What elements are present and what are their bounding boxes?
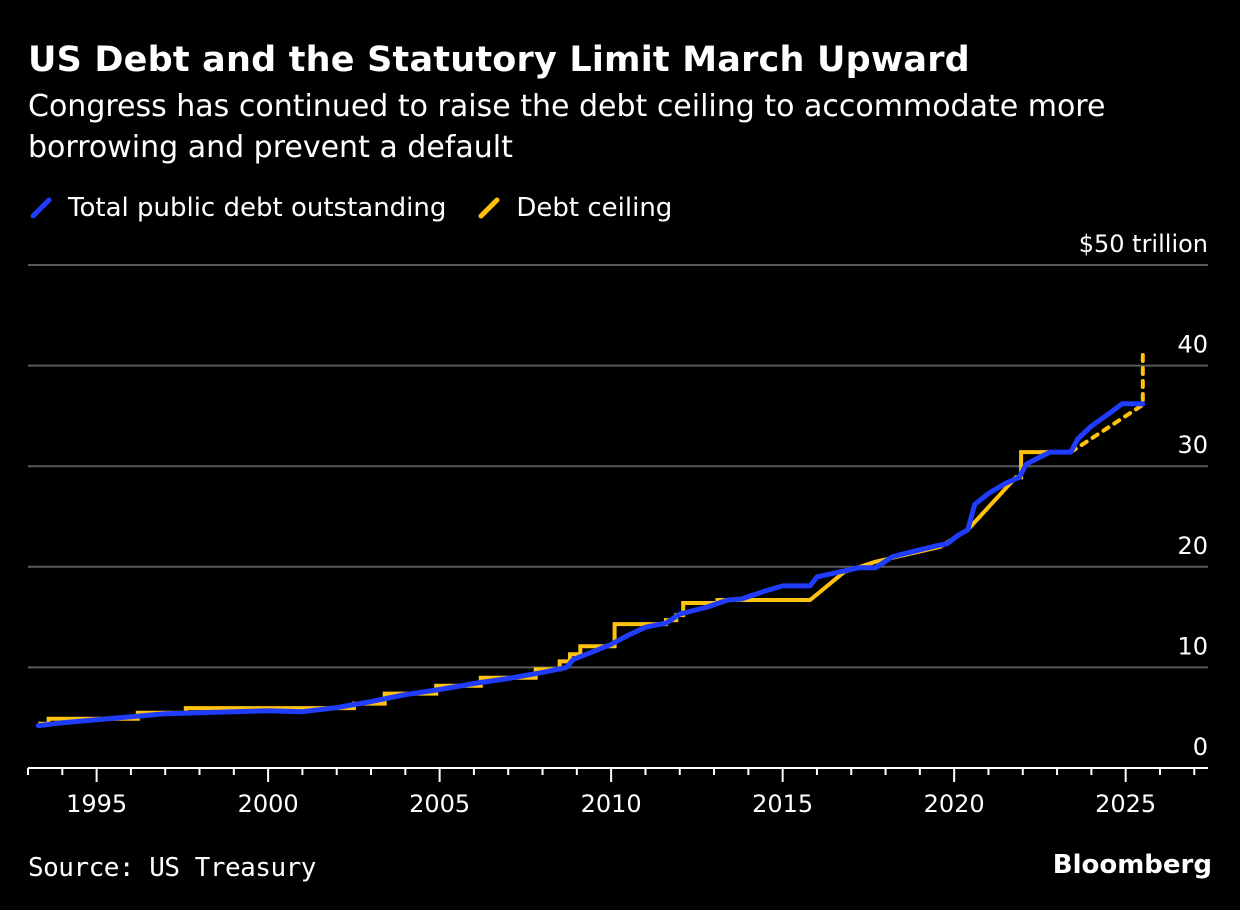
y-tick-label: 0 xyxy=(1193,733,1208,761)
chart-subtitle: Congress has continued to raise the debt… xyxy=(28,89,1106,165)
source-note: Source: US Treasury xyxy=(28,853,316,883)
x-tick-label: 2025 xyxy=(1095,790,1156,818)
chart-title: US Debt and the Statutory Limit March Up… xyxy=(28,40,970,80)
y-tick-label: 40 xyxy=(1177,331,1208,359)
x-axis: 1995 2000 2005 2010 2015 2020 2025 xyxy=(27,767,1208,818)
legend-swatch-ceiling xyxy=(478,197,500,219)
brand-logo: Bloomberg xyxy=(1052,850,1212,880)
y-axis-ticks: 0 10 20 30 40 $50 trillion xyxy=(1079,230,1208,761)
y-tick-label: 10 xyxy=(1177,632,1208,660)
legend-swatch-debt xyxy=(30,197,52,219)
chart-gridlines xyxy=(28,264,1208,669)
x-tick-label: 2015 xyxy=(752,790,813,818)
legend-item-ceiling: Debt ceiling xyxy=(476,193,672,223)
y-tick-label: 30 xyxy=(1177,431,1208,459)
x-tick-label: 2005 xyxy=(409,790,470,818)
y-tick-label: $50 trillion xyxy=(1079,230,1208,258)
x-tick-label: 2000 xyxy=(238,790,299,818)
legend-item-debt: Total public debt outstanding xyxy=(28,193,446,223)
legend-label-ceiling: Debt ceiling xyxy=(516,193,673,223)
x-tick-label: 1995 xyxy=(66,790,127,818)
series-line-debt-ceiling xyxy=(38,450,1071,726)
series-line-total-debt xyxy=(35,401,1146,729)
x-tick-label: 2010 xyxy=(581,790,642,818)
y-tick-label: 20 xyxy=(1177,532,1208,560)
chart-series xyxy=(35,352,1146,729)
legend-label-debt: Total public debt outstanding xyxy=(68,193,447,223)
x-tick-label: 2020 xyxy=(924,790,985,818)
legend: Total public debt outstanding Debt ceili… xyxy=(28,190,702,226)
series-line-debt-ceiling-projected xyxy=(1068,352,1145,455)
